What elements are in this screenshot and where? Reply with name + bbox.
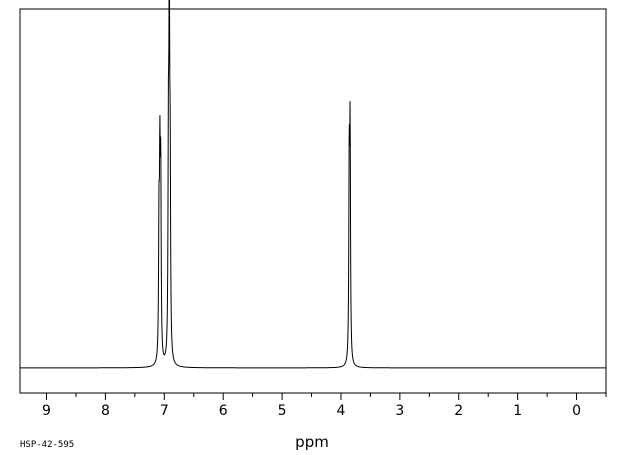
x-axis-title: ppm: [295, 433, 329, 451]
x-tick-label: 3: [395, 403, 404, 419]
x-tick-label: 7: [160, 403, 169, 419]
x-tick-label: 5: [278, 403, 287, 419]
x-tick-label: 4: [337, 403, 346, 419]
x-tick-label: 8: [101, 403, 110, 419]
x-tick-label: 9: [42, 403, 51, 419]
x-tick-label: 1: [513, 403, 522, 419]
x-tick-label: 2: [454, 403, 463, 419]
spectrum-line: [20, 0, 606, 369]
sample-id-label: HSP-42-595: [20, 440, 74, 450]
x-tick-label: 6: [219, 403, 228, 419]
x-axis-ticks: 9 8 7 6 5 4 3 2 1 0: [42, 393, 607, 419]
x-tick-label: 0: [572, 403, 581, 419]
plot-frame: [19, 8, 607, 394]
